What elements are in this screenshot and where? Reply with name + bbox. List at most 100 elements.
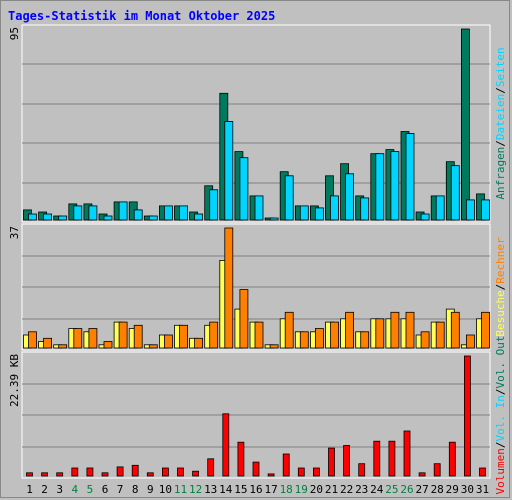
bar-rechner-day-1 bbox=[28, 331, 37, 349]
bar-rechner-day-26 bbox=[405, 311, 415, 349]
x-tick-label: 29 bbox=[446, 483, 459, 496]
legend-separator: / bbox=[494, 87, 507, 94]
bar-rechner-day-9 bbox=[148, 344, 158, 349]
bar-dateien-day-23 bbox=[360, 197, 370, 221]
panel-visits: 37 bbox=[8, 223, 491, 351]
bar-dateien-day-1 bbox=[28, 213, 37, 221]
bar-rechner-day-30 bbox=[465, 334, 475, 349]
y-max-label: 22.39 KB bbox=[8, 354, 21, 407]
x-tick-label: 11 bbox=[174, 483, 187, 496]
x-tick-label: 10 bbox=[159, 483, 172, 496]
bar-volumen-day-22 bbox=[343, 445, 351, 477]
bar-volumen-day-2 bbox=[41, 472, 48, 477]
bar-volumen-day-31 bbox=[479, 467, 486, 477]
x-tick-label: 24 bbox=[370, 483, 384, 496]
bar-rechner-day-13 bbox=[209, 321, 219, 349]
bar-dateien-day-14 bbox=[224, 121, 234, 221]
bar-rechner-day-15 bbox=[239, 289, 249, 349]
bar-rechner-day-27 bbox=[420, 331, 430, 349]
bar-volumen-day-10 bbox=[161, 467, 169, 477]
bar-dateien-day-27 bbox=[420, 213, 430, 221]
bar-dateien-day-21 bbox=[330, 195, 339, 221]
x-tick-label: 20 bbox=[310, 483, 323, 496]
legend-separator: / bbox=[494, 389, 507, 396]
bar-volumen-day-4 bbox=[71, 467, 79, 477]
bar-rechner-day-6 bbox=[103, 341, 113, 349]
x-tick-label: 19 bbox=[295, 483, 308, 496]
bar-dateien-day-9 bbox=[148, 215, 158, 221]
x-tick-label: 22 bbox=[340, 483, 353, 496]
bar-volumen-day-6 bbox=[101, 472, 109, 477]
panel-requests-area bbox=[21, 24, 491, 223]
x-tick-label: 27 bbox=[415, 483, 428, 496]
bar-volumen-day-16 bbox=[252, 461, 260, 477]
bar-dateien-day-29 bbox=[450, 165, 460, 221]
bar-volumen-day-27 bbox=[418, 472, 426, 477]
bar-volumen-day-19 bbox=[297, 467, 305, 477]
panel-volume: 22.39 KB bbox=[8, 351, 491, 479]
legend-item-volin: Vol. In bbox=[494, 395, 507, 441]
bar-dateien-day-3 bbox=[58, 215, 68, 221]
legend-requests: Anfragen/Dateien/Seiten bbox=[494, 47, 507, 199]
bar-rechner-day-7 bbox=[118, 321, 128, 349]
panel-requests: 95 bbox=[8, 24, 491, 223]
bar-rechner-day-8 bbox=[133, 324, 143, 349]
x-tick-label: 21 bbox=[325, 483, 338, 496]
x-tick-label: 2 bbox=[41, 483, 48, 496]
bar-volumen-day-25 bbox=[388, 440, 396, 477]
bar-volumen-day-24 bbox=[373, 440, 381, 477]
bar-volumen-day-23 bbox=[358, 463, 366, 477]
bar-dateien-day-25 bbox=[390, 151, 400, 221]
bar-volumen-day-26 bbox=[403, 430, 411, 477]
bar-dateien-day-4 bbox=[73, 205, 83, 221]
legend-item-rechner: Rechner bbox=[494, 237, 507, 284]
bar-dateien-day-26 bbox=[405, 133, 415, 221]
x-tick-label: 9 bbox=[147, 483, 154, 496]
legend-separator: / bbox=[494, 441, 507, 448]
bar-rechner-day-31 bbox=[481, 311, 490, 349]
x-tick-label: 17 bbox=[264, 483, 277, 496]
bar-rechner-day-14 bbox=[224, 227, 234, 349]
bar-rechner-day-24 bbox=[375, 318, 385, 349]
bar-rechner-day-19 bbox=[299, 331, 309, 349]
bar-rechner-day-22 bbox=[345, 311, 355, 349]
bar-dateien-day-17 bbox=[269, 217, 279, 221]
bar-volumen-day-3 bbox=[56, 472, 64, 477]
x-tick-label: 18 bbox=[280, 483, 293, 496]
bar-rechner-day-11 bbox=[179, 324, 188, 349]
bar-dateien-day-10 bbox=[163, 205, 173, 221]
legend-volume: Volumen/Vol. In/Vol. Out bbox=[494, 336, 507, 495]
bar-volumen-day-7 bbox=[116, 466, 124, 477]
bar-dateien-day-20 bbox=[314, 207, 324, 221]
bar-dateien-day-7 bbox=[118, 201, 128, 221]
x-tick-label: 1 bbox=[26, 483, 33, 496]
bar-volumen-day-8 bbox=[131, 464, 139, 477]
bar-volumen-day-18 bbox=[282, 453, 290, 477]
bar-dateien-day-28 bbox=[435, 195, 445, 221]
legend-item-seiten: Seiten bbox=[494, 47, 507, 87]
x-tick-label: 13 bbox=[204, 483, 217, 496]
x-tick-label: 26 bbox=[400, 483, 413, 496]
bar-dateien-day-6 bbox=[103, 215, 113, 221]
bar-volumen-day-14 bbox=[222, 413, 230, 477]
bar-rechner-day-18 bbox=[284, 311, 294, 349]
bar-dateien-day-11 bbox=[179, 205, 188, 221]
x-tick-label: 15 bbox=[234, 483, 247, 496]
x-tick-label: 7 bbox=[117, 483, 124, 496]
bar-volumen-day-13 bbox=[207, 458, 215, 477]
y-max-label: 37 bbox=[8, 226, 21, 239]
bar-dateien-day-24 bbox=[375, 153, 385, 221]
bar-volumen-day-15 bbox=[237, 441, 245, 477]
x-tick-label: 23 bbox=[355, 483, 368, 496]
bar-dateien-day-15 bbox=[239, 157, 249, 221]
x-tick-label: 5 bbox=[87, 483, 94, 496]
bar-volumen-day-30 bbox=[463, 355, 471, 477]
bar-volumen-day-11 bbox=[177, 467, 184, 477]
x-tick-label: 25 bbox=[385, 483, 398, 496]
legend-item-volumen: Volumen bbox=[494, 448, 507, 494]
bar-volumen-day-5 bbox=[86, 467, 94, 477]
bar-anfragen-day-30 bbox=[460, 28, 470, 221]
bar-rechner-day-17 bbox=[269, 344, 279, 349]
bar-dateien-day-19 bbox=[299, 205, 309, 221]
bar-volumen-day-28 bbox=[433, 463, 441, 477]
